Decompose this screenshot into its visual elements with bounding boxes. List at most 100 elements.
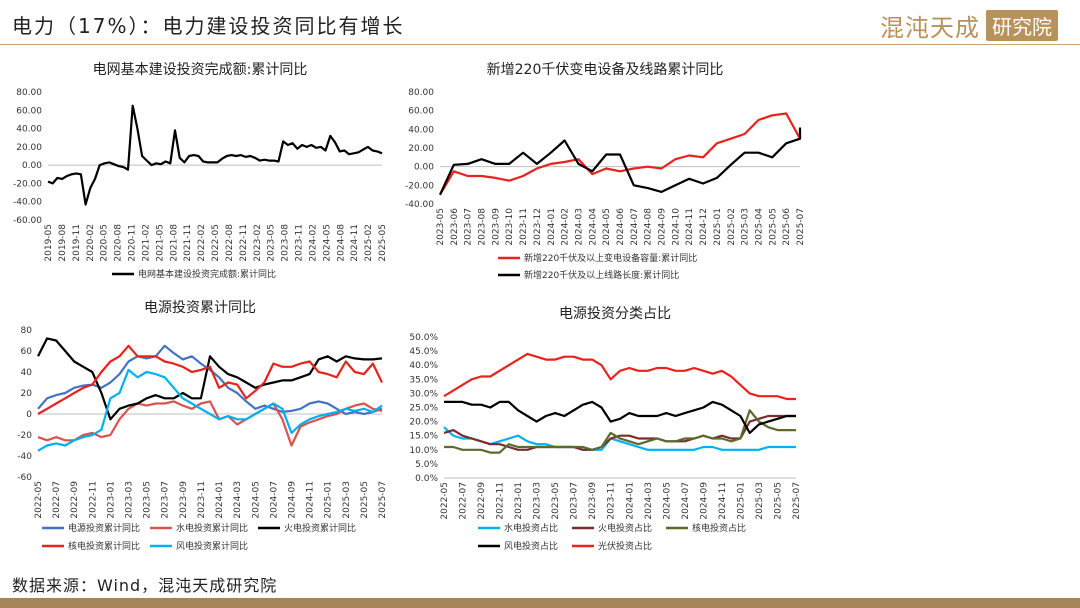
x-tick-label: 2023-05 bbox=[267, 224, 277, 262]
x-tick-label: 2021-02 bbox=[141, 224, 151, 262]
y-tick-label: 60 bbox=[21, 347, 33, 357]
legend-label: 风电投资累计同比 bbox=[176, 540, 248, 552]
x-tick-label: 2023-11 bbox=[197, 481, 207, 519]
x-tick-label: 2025-02 bbox=[364, 224, 374, 262]
series-line-1 bbox=[37, 344, 383, 416]
y-tick-label: 0.00 bbox=[414, 163, 434, 173]
y-tick-label: 0.00 bbox=[22, 161, 42, 171]
chart-4: 电源投资分类占比 50.0% 45.0% 40.0% 35.0% 30.0% 25.0% 20… bbox=[409, 306, 802, 552]
page-title: 电力（17%）：电力建设投资同比有增长 bbox=[12, 14, 405, 38]
y-tick-label: 60.00 bbox=[16, 106, 42, 116]
y-tick-label: 10.0% bbox=[409, 446, 438, 456]
y-tick-label: 40.00 bbox=[408, 125, 434, 135]
x-tick-label: 2019-08 bbox=[58, 224, 68, 262]
x-tick-label: 2025-01 bbox=[736, 482, 746, 520]
y-tick-label: 0 bbox=[26, 410, 32, 420]
header-divider bbox=[0, 44, 1080, 45]
x-tick-label: 2024-09 bbox=[287, 481, 297, 519]
y-tick-label: -40 bbox=[17, 452, 32, 462]
x-tick-label: 2022-05 bbox=[34, 481, 44, 519]
x-tick-label: 2025-03 bbox=[741, 208, 751, 246]
series-line-5 bbox=[37, 368, 383, 452]
x-tick-label: 2023-09 bbox=[588, 482, 598, 520]
logo-text: 混沌天成 bbox=[880, 14, 980, 42]
x-tick-label: 2024-04 bbox=[588, 208, 598, 246]
series-line-3 bbox=[37, 337, 383, 421]
x-tick-label: 2024-05 bbox=[322, 224, 332, 262]
x-tick-label: 2023-03 bbox=[533, 482, 543, 520]
legend-label: 火电投资占比 bbox=[598, 522, 652, 534]
x-tick-label: 2022-11 bbox=[88, 481, 98, 519]
x-tick-label: 2024-01 bbox=[215, 481, 225, 519]
y-tick-label: 35.0% bbox=[409, 375, 438, 385]
y-tick-label: 20 bbox=[21, 389, 33, 399]
y-tick-label: -60.00 bbox=[13, 216, 42, 226]
x-tick-label: 2025-03 bbox=[342, 481, 352, 519]
x-tick-label: 2021-11 bbox=[183, 224, 193, 262]
y-tick-label: 25.0% bbox=[409, 404, 438, 414]
x-tick-label: 2024-11 bbox=[718, 482, 728, 520]
x-tick-label: 2025-05 bbox=[768, 208, 778, 246]
legend-label: 水电投资占比 bbox=[504, 522, 558, 534]
series-line-1 bbox=[47, 104, 383, 206]
x-tick-label: 2023-01 bbox=[514, 482, 524, 520]
x-tick-label: 2023-01 bbox=[106, 481, 116, 519]
x-tick-label: 2024-01 bbox=[625, 482, 635, 520]
x-tick-label: 2025-06 bbox=[782, 208, 792, 246]
legend-label: 电源投资累计同比 bbox=[68, 522, 140, 534]
y-tick-label: 20.0% bbox=[409, 418, 438, 428]
x-tick-label: 2024-10 bbox=[671, 208, 681, 246]
chart-1: 电网基本建设投资完成额:累计同比 80.00 60.00 40.00 20.00 0.00… bbox=[13, 61, 388, 280]
y-tick-label: 50.0% bbox=[409, 333, 438, 343]
x-tick-label: 2025-05 bbox=[378, 224, 388, 262]
y-tick-label: 15.0% bbox=[409, 432, 438, 442]
x-tick-label: 2024-08 bbox=[336, 224, 346, 262]
x-tick-label: 2024-01 bbox=[547, 208, 557, 246]
data-source-note: 数据来源：Wind，混沌天成研究院 bbox=[12, 576, 278, 595]
x-tick-label: 2024-03 bbox=[574, 208, 584, 246]
x-tick-label: 2025-02 bbox=[727, 208, 737, 246]
x-tick-label: 2023-11 bbox=[519, 208, 529, 246]
x-tick-label: 2024-06 bbox=[616, 208, 626, 246]
x-tick-label: 2024-03 bbox=[644, 482, 654, 520]
y-tick-label: 80.00 bbox=[16, 88, 42, 98]
y-tick-label: -20.00 bbox=[405, 181, 434, 191]
footer-bar bbox=[0, 598, 1080, 608]
y-tick-label: 30.0% bbox=[409, 389, 438, 399]
x-tick-label: 2023-10 bbox=[505, 208, 515, 246]
y-tick-label: 5.0% bbox=[415, 460, 438, 470]
x-tick-label: 2025-01 bbox=[713, 208, 723, 246]
x-tick-label: 2022-11 bbox=[239, 224, 249, 262]
y-tick-label: -20 bbox=[17, 431, 32, 441]
y-tick-label: -40.00 bbox=[405, 200, 434, 210]
series-line-3 bbox=[444, 409, 796, 454]
x-tick-label: 2023-06 bbox=[450, 208, 460, 246]
chart-title: 电源投资分类占比 bbox=[559, 306, 671, 322]
legend-label: 风电投资占比 bbox=[504, 540, 558, 552]
x-tick-label: 2020-11 bbox=[128, 224, 138, 262]
series-line-4 bbox=[444, 400, 796, 434]
x-tick-label: 2024-07 bbox=[630, 208, 640, 246]
chart-title: 新增220千伏变电设备及线路累计同比 bbox=[487, 61, 724, 78]
x-tick-label: 2024-12 bbox=[699, 208, 709, 246]
x-tick-label: 2023-05 bbox=[143, 481, 153, 519]
series-line-4 bbox=[37, 344, 383, 415]
x-tick-label: 2024-09 bbox=[658, 208, 668, 246]
x-tick-label: 2022-07 bbox=[52, 481, 62, 519]
series-line-5 bbox=[443, 352, 796, 401]
x-tick-label: 2021-08 bbox=[169, 224, 179, 262]
x-tick-label: 2019-05 bbox=[44, 224, 54, 262]
y-tick-label: 60.00 bbox=[408, 107, 434, 117]
y-tick-label: 0.0% bbox=[415, 474, 438, 484]
chart-title: 电源投资累计同比 bbox=[144, 300, 256, 316]
x-tick-label: 2024-11 bbox=[350, 224, 360, 262]
x-tick-label: 2020-02 bbox=[86, 224, 96, 262]
x-tick-label: 2024-07 bbox=[681, 482, 691, 520]
x-tick-label: 2022-05 bbox=[440, 482, 450, 520]
x-tick-label: 2024-09 bbox=[699, 482, 709, 520]
x-tick-label: 2024-05 bbox=[662, 482, 672, 520]
legend-label: 电网基本建设投资完成额:累计同比 bbox=[138, 268, 276, 280]
x-tick-label: 2022-09 bbox=[70, 481, 80, 519]
x-tick-label: 2024-05 bbox=[602, 208, 612, 246]
